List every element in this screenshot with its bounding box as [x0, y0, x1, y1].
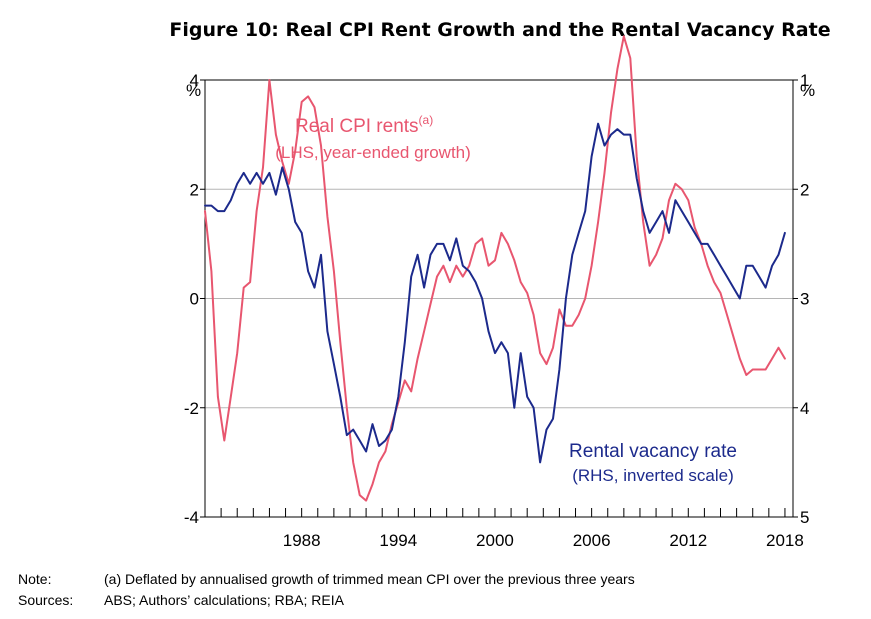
right-axis-unit: %	[800, 81, 815, 100]
x-tick-label: 2018	[766, 531, 804, 550]
footnotes: Note: (a) Deflated by annualised growth …	[18, 569, 635, 611]
left-tick-label: -4	[184, 508, 199, 527]
right-tick-label: 4	[800, 399, 809, 418]
series-label-rents: Real CPI rents(a)	[295, 113, 433, 137]
right-tick-label: 3	[800, 290, 809, 309]
right-tick-label: 2	[800, 180, 809, 199]
left-tick-label: -2	[184, 399, 199, 418]
right-axis: 1 2 3 4 5	[793, 71, 809, 527]
left-axis: 4 2 0 -2 -4	[184, 71, 205, 527]
x-tick-label: 1988	[283, 531, 321, 550]
series-line-real-cpi-rents	[204, 35, 786, 502]
left-tick-label: 2	[190, 180, 199, 199]
gridlines	[205, 188, 793, 409]
note-text: (a) Deflated by annualised growth of tri…	[104, 571, 635, 587]
x-ticks	[220, 508, 786, 517]
sources-row: Sources: ABS; Authors’ calculations; RBA…	[18, 590, 635, 611]
series-sublabel-rents: (LHS, year-ended growth)	[275, 143, 471, 162]
series-lines	[204, 35, 786, 502]
note-row: Note: (a) Deflated by annualised growth …	[18, 569, 635, 590]
series-line-rental-vacancy-rate	[204, 122, 786, 464]
series-sublabel-vacancy: (RHS, inverted scale)	[572, 466, 734, 485]
series-label-vacancy: Rental vacancy rate	[569, 441, 737, 462]
left-tick-label: 0	[190, 290, 199, 309]
chart-title: Figure 10: Real CPI Rent Growth and the …	[169, 19, 830, 41]
right-tick-label: 1	[800, 71, 809, 90]
sources-text: ABS; Authors’ calculations; RBA; REIA	[104, 592, 344, 608]
x-tick-label: 2000	[476, 531, 514, 550]
left-tick-label: 4	[190, 71, 199, 90]
x-tick-label: 2012	[669, 531, 707, 550]
right-tick-label: 5	[800, 508, 809, 527]
x-tick-label: 1994	[379, 531, 417, 550]
note-label: Note:	[18, 571, 52, 587]
x-tick-label: 2006	[573, 531, 611, 550]
sources-label: Sources:	[18, 592, 74, 608]
left-axis-unit: %	[186, 81, 201, 100]
x-axis: 1988 1994 2000 2006 2012 2018	[283, 531, 804, 550]
